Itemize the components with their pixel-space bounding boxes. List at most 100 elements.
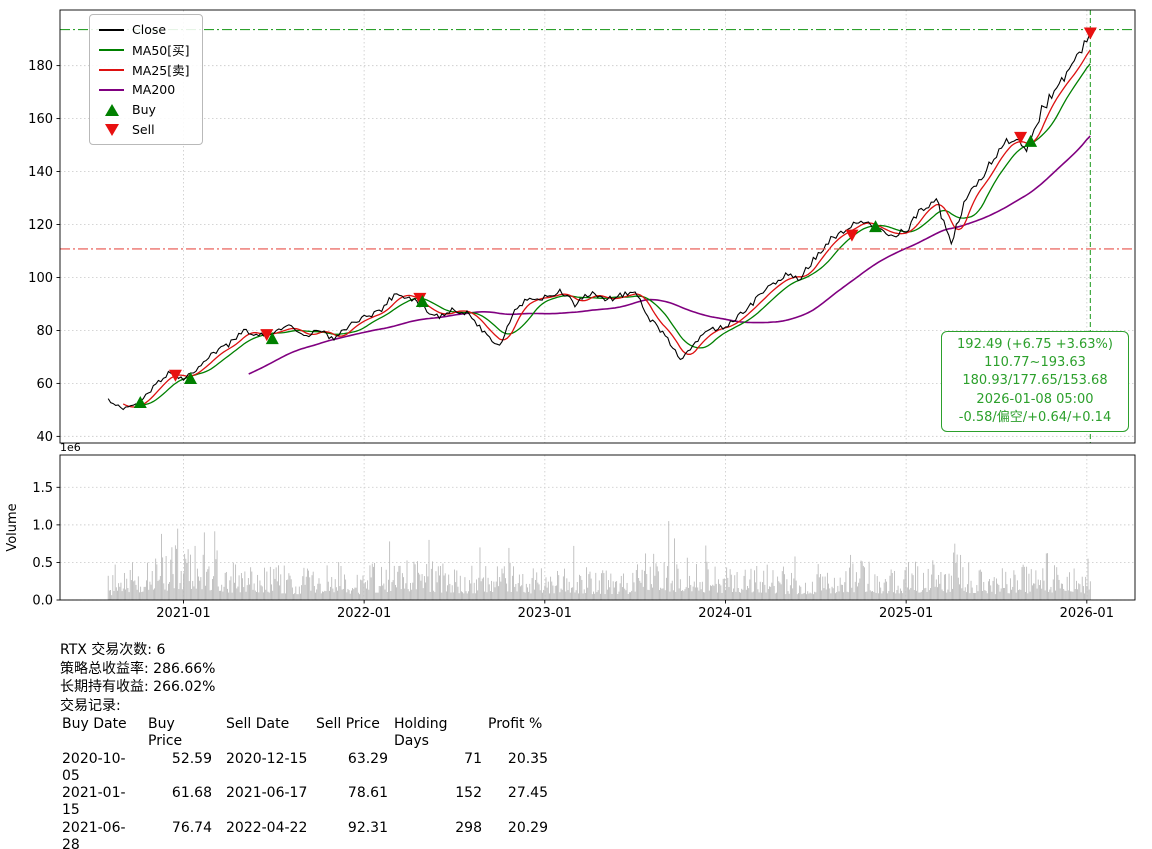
volume-bar [516,591,518,600]
volume-bar [378,585,380,600]
table-cell: 2021-06-28 [62,819,126,849]
volume-bar [356,574,358,600]
volume-bar [887,593,889,600]
volume-bar [408,591,410,600]
volume-bar [873,592,875,600]
volume-bar [993,577,995,600]
volume-bar [328,590,330,600]
volume-bar [984,590,986,600]
volume-bar [235,564,237,600]
volume-bar [791,572,792,600]
volume-bar [289,575,291,600]
volume-bar [1043,580,1045,600]
volume-bar [374,562,376,600]
volume-bar [704,592,706,600]
table-header-cell: Holding Days [394,716,448,750]
volume-bar [1052,579,1054,600]
volume-bar [1051,592,1053,600]
table-cell: 76.74 [171,819,212,836]
volume-bar [567,590,569,600]
volume-bar [955,562,957,600]
volume-bar [119,586,121,600]
volume-bar [820,574,821,600]
volume-bar [671,580,673,600]
volume-bar [349,593,351,600]
volume-bar [491,580,492,600]
volume-bar [947,589,949,600]
legend-item-sell-marker: Sell [99,122,190,137]
table-cell: 27.45 [507,785,548,802]
volume-bar [513,566,514,600]
volume-bar [165,556,167,600]
volume-bar [332,588,334,600]
volume-bar [688,587,689,600]
sell-marker-icon [104,123,119,136]
volume-bar [939,583,941,600]
volume-bar [287,579,289,600]
volume-bar [509,562,511,600]
volume-bar [151,571,153,600]
volume-bar [879,581,880,600]
table-header-cell: Buy Price [148,716,183,750]
volume-bar [150,584,152,600]
sell-marker-icon [260,329,274,342]
volume-bar [708,590,710,600]
volume-bar [502,573,504,600]
volume-bar [361,580,363,600]
volume-bar [999,591,1001,600]
volume-bar [1053,565,1055,600]
volume-bar [454,569,455,600]
volume-bar [764,584,766,600]
volume-bar [206,571,208,600]
volume-scale-label: 1e6 [60,441,81,454]
sell-marker-swatch [99,123,124,136]
volume-bar [606,589,608,600]
volume-bar [347,588,349,600]
volume-bar [261,586,263,600]
volume-bar [444,573,446,600]
volume-bar [158,579,160,600]
volume-bar [842,584,843,600]
volume-bar [1005,571,1007,600]
volume-bar [1045,553,1047,600]
volume-bar [242,578,243,600]
volume-bar [196,568,198,600]
volume-bar [691,591,693,600]
volume-bar [641,569,643,600]
x-tick-label: 2026-01 [1060,606,1114,621]
volume-bar [707,569,709,600]
volume-bar [231,592,233,600]
volume-bar [800,586,802,600]
volume-bar [400,589,402,600]
volume-bar [666,577,667,600]
volume-bar [155,558,157,600]
volume-bar [470,583,472,600]
volume-bar [718,579,719,600]
volume-bar [354,587,356,600]
volume-bar [833,577,835,600]
volume-bar [132,562,133,600]
volume-bar [794,556,796,600]
price-y-tick-label: 60 [36,377,53,392]
volume-bar [696,564,697,600]
volume-bar [1025,591,1026,600]
volume-bar [650,584,652,600]
volume-bar [111,595,113,600]
volume-bar [969,593,971,600]
volume-bar [315,592,316,600]
volume-bar [1001,568,1003,600]
volume-bar [108,590,110,600]
volume-bar [368,589,370,600]
volume-bar [130,580,132,600]
volume-bar [679,579,681,600]
volume-bar [170,559,172,600]
volume-bar [815,592,817,600]
volume-bar [860,560,862,600]
volume-bar [740,592,741,600]
volume-bar [445,591,447,600]
volume-bar [747,585,748,600]
volume-bar [301,585,303,600]
volume-bar [615,581,616,600]
volume-bar [401,573,403,600]
volume-bar [950,575,952,600]
